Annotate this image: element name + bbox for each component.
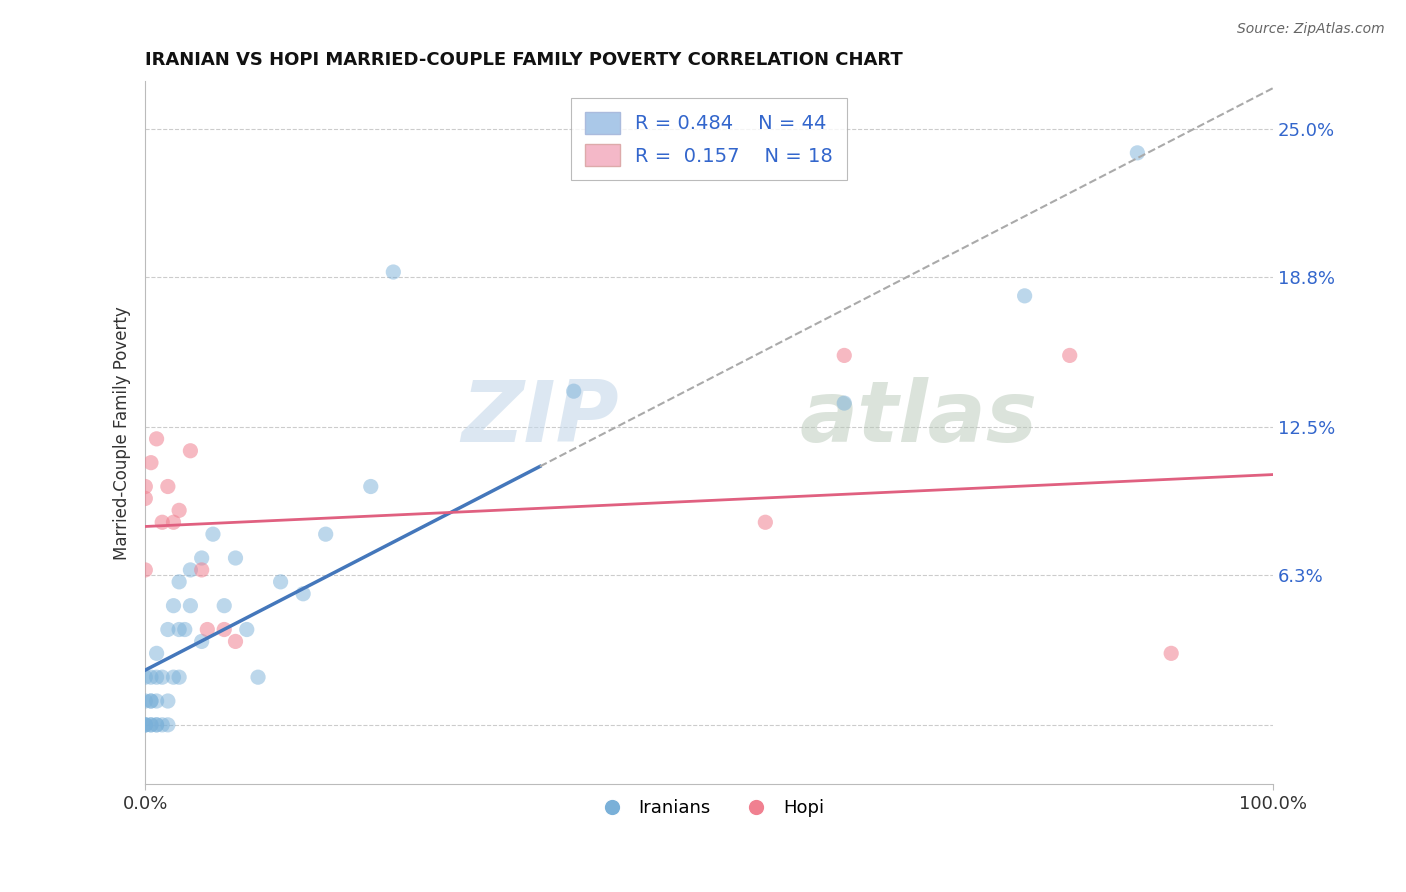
Point (832, 396, 855, 410)
Point (292, 587, 315, 601)
Point (134, 479, 156, 493)
Point (173, 623, 195, 637)
Point (134, 670, 156, 684)
Point (134, 718, 156, 732)
Point (139, 670, 162, 684)
Point (150, 718, 173, 732)
Point (167, 670, 190, 684)
Point (145, 670, 167, 684)
Point (201, 527, 224, 541)
Point (270, 574, 292, 589)
Point (1059, 348, 1081, 362)
Point (179, 599, 201, 613)
Point (139, 694, 162, 708)
Point (382, 265, 405, 279)
Text: IRANIAN VS HOPI MARRIED-COUPLE FAMILY POVERTY CORRELATION CHART: IRANIAN VS HOPI MARRIED-COUPLE FAMILY PO… (145, 51, 903, 69)
Point (360, 479, 382, 493)
Point (134, 718, 156, 732)
Point (162, 515, 184, 529)
Point (139, 718, 162, 732)
Point (162, 670, 184, 684)
Point (167, 574, 190, 589)
Point (145, 694, 167, 708)
Point (145, 718, 167, 732)
Point (247, 670, 270, 684)
Point (139, 456, 162, 470)
Point (139, 718, 162, 732)
Point (190, 563, 212, 577)
Point (150, 670, 173, 684)
Point (832, 348, 855, 362)
Point (134, 694, 156, 708)
Point (134, 718, 156, 732)
Point (167, 623, 190, 637)
Text: ZIP: ZIP (461, 377, 619, 460)
Point (1160, 646, 1182, 660)
Point (1126, 145, 1149, 160)
Point (190, 634, 212, 648)
Point (179, 443, 201, 458)
Point (156, 718, 179, 732)
Point (167, 503, 190, 517)
Point (145, 646, 167, 660)
Point (134, 491, 156, 506)
Point (212, 599, 235, 613)
Point (145, 718, 167, 732)
Text: atlas: atlas (799, 377, 1038, 460)
Point (224, 551, 246, 566)
Point (156, 623, 179, 637)
Point (562, 384, 585, 399)
Point (139, 694, 162, 708)
Point (212, 623, 235, 637)
Point (179, 563, 201, 577)
Point (315, 527, 337, 541)
Point (150, 515, 173, 529)
Text: Source: ZipAtlas.com: Source: ZipAtlas.com (1237, 22, 1385, 37)
Y-axis label: Married-Couple Family Poverty: Married-Couple Family Poverty (114, 306, 131, 560)
Point (236, 623, 259, 637)
Point (1014, 289, 1036, 303)
Point (134, 563, 156, 577)
Legend: Iranians, Hopi: Iranians, Hopi (586, 792, 831, 824)
Point (156, 694, 179, 708)
Point (754, 515, 776, 529)
Point (145, 432, 167, 446)
Point (224, 634, 246, 648)
Point (190, 551, 212, 566)
Point (156, 479, 179, 493)
Point (195, 623, 218, 637)
Point (162, 599, 184, 613)
